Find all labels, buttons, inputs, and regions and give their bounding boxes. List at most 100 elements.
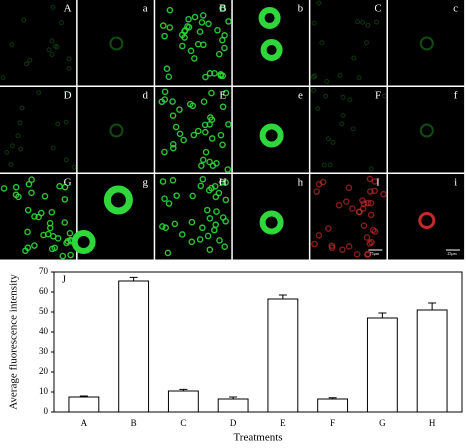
- micrograph: D: [0, 87, 77, 173]
- cell: [222, 89, 230, 97]
- cell: [71, 230, 96, 254]
- cell: [176, 130, 184, 138]
- cell: [368, 166, 374, 172]
- cell: [109, 36, 124, 51]
- cell: [216, 237, 223, 244]
- y-tick-label: 10: [39, 386, 49, 396]
- cell: [49, 52, 55, 58]
- cell: [345, 184, 353, 191]
- cell: [349, 205, 356, 212]
- cell: [382, 93, 388, 99]
- panel-label: G: [64, 177, 72, 189]
- cell: [170, 144, 177, 152]
- x-tick-label: E: [280, 418, 286, 428]
- cell: [15, 133, 21, 139]
- cell: [169, 177, 177, 184]
- cell: [28, 189, 35, 197]
- cell: [36, 90, 42, 96]
- cell: [169, 112, 177, 119]
- cell: [162, 224, 170, 232]
- cell: [364, 251, 371, 258]
- y-tick-label: 20: [39, 366, 49, 376]
- cell: [200, 98, 208, 105]
- cell: [319, 178, 327, 186]
- cell: [343, 198, 350, 205]
- cell: [194, 127, 202, 135]
- cell: [360, 19, 366, 25]
- cell: [25, 180, 33, 188]
- cell: [66, 56, 72, 62]
- cell: [321, 162, 327, 168]
- cell: [166, 24, 174, 31]
- micrograph-bg: [232, 87, 309, 173]
- cell: [169, 141, 177, 148]
- cell: [186, 100, 194, 108]
- bar-chart: J 0 10 20 30 40 50 60 70 Average fluorescence int…: [8, 266, 463, 444]
- cell: [217, 72, 225, 80]
- cell: [187, 47, 195, 55]
- cell: [12, 191, 20, 199]
- cell: [196, 28, 204, 35]
- cell: [50, 4, 56, 10]
- micrograph: B: [155, 0, 232, 86]
- cell: [258, 7, 281, 29]
- micrograph: A: [0, 0, 77, 86]
- panel-label: A: [64, 3, 72, 15]
- cell: [190, 131, 198, 139]
- cell: [219, 214, 227, 221]
- y-tick-label: 0: [44, 406, 49, 416]
- cell: [260, 39, 283, 61]
- x-tick-label: G: [379, 418, 386, 428]
- panel-label: a: [143, 3, 148, 15]
- cell: [312, 73, 318, 79]
- cell: [59, 252, 67, 260]
- cell: [211, 226, 218, 234]
- cell: [191, 55, 198, 62]
- cell: [371, 187, 378, 195]
- micrograph-bg: [388, 87, 465, 173]
- panel-label: b: [298, 3, 304, 15]
- cell: [335, 201, 343, 209]
- cell: [199, 12, 207, 19]
- cell: [351, 55, 357, 61]
- cell: [199, 175, 207, 183]
- cell: [367, 199, 375, 207]
- cell: [324, 78, 330, 84]
- error-bar: [378, 312, 387, 318]
- cell: [31, 242, 38, 249]
- cell: [323, 93, 329, 99]
- panel-label: h: [298, 177, 304, 189]
- cell: [366, 188, 374, 195]
- error-bar: [278, 294, 287, 299]
- cell: [311, 87, 317, 93]
- cell: [199, 156, 207, 164]
- cell: [61, 183, 69, 191]
- cell: [109, 123, 124, 138]
- panel-label: i: [454, 177, 457, 189]
- cell: [197, 182, 205, 190]
- cell: [63, 157, 69, 163]
- panel-label: e: [298, 90, 303, 102]
- cell: [363, 40, 369, 46]
- cell: [176, 106, 183, 113]
- cell: [8, 161, 14, 167]
- panel-label: f: [454, 90, 458, 102]
- cell: [19, 105, 25, 111]
- micrograph: i: [388, 174, 465, 260]
- bar: [267, 298, 299, 413]
- cell: [353, 250, 361, 258]
- bar: [416, 309, 448, 413]
- cell: [28, 176, 35, 184]
- cell: [22, 247, 29, 255]
- cell: [27, 57, 33, 63]
- cell: [215, 189, 223, 197]
- cell: [225, 18, 232, 25]
- cell: [164, 249, 172, 257]
- cell: [219, 103, 227, 111]
- cell: [24, 228, 31, 236]
- micrograph: F: [310, 87, 388, 173]
- micrograph: e: [232, 87, 309, 173]
- cell: [173, 192, 180, 199]
- micrograph-bg: [155, 174, 232, 260]
